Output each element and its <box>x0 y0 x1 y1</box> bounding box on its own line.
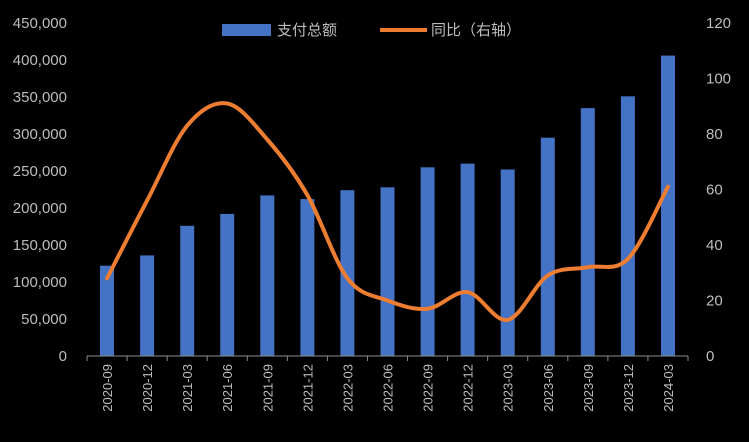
x-tick-label: 2024-03 <box>661 364 676 412</box>
line-point <box>427 308 429 310</box>
y-axis-right: 0 20 40 60 80 100 120 <box>706 15 731 365</box>
x-tick-label: 2021-12 <box>300 364 315 412</box>
line-point <box>346 277 348 279</box>
x-tick-label: 2022-09 <box>421 364 436 412</box>
x-tick-label: 2020-12 <box>140 364 155 412</box>
x-tick-label: 2021-03 <box>180 364 195 412</box>
bar <box>260 195 275 356</box>
legend: 支付总额 同比（右轴） <box>222 21 521 39</box>
bar-series <box>100 55 675 357</box>
bar <box>180 225 195 356</box>
y-right-tick-label: 100 <box>706 71 731 88</box>
bar <box>420 167 435 356</box>
line-point <box>306 194 308 196</box>
y-right-tick-label: 0 <box>706 348 714 365</box>
y-left-tick-label: 0 <box>59 348 67 365</box>
line-point <box>507 319 509 321</box>
x-tick-label: 2023-06 <box>541 364 556 412</box>
legend-label-bar: 支付总额 <box>277 21 337 39</box>
y-left-tick-label: 250,000 <box>13 163 67 180</box>
line-point <box>627 258 629 260</box>
x-tick-label: 2023-09 <box>581 364 596 412</box>
bar <box>460 163 475 356</box>
y-right-tick-label: 80 <box>706 126 723 143</box>
y-right-tick-label: 60 <box>706 182 723 199</box>
y-left-tick-label: 350,000 <box>13 89 67 106</box>
bar <box>380 187 395 356</box>
bar <box>580 108 595 356</box>
y-right-tick-label: 40 <box>706 237 723 254</box>
y-left-tick-label: 450,000 <box>13 15 67 32</box>
line-point <box>226 103 228 104</box>
line-point <box>547 275 549 276</box>
y-left-tick-label: 400,000 <box>13 52 67 69</box>
x-tick-label: 2022-06 <box>381 364 396 412</box>
y-left-tick-label: 100,000 <box>13 274 67 291</box>
line-point <box>587 266 589 268</box>
line-point <box>186 125 188 127</box>
line-point <box>667 186 669 188</box>
bar <box>100 265 114 356</box>
x-tick-label: 2022-03 <box>340 364 355 412</box>
y-right-tick-label: 120 <box>706 15 731 32</box>
x-tick-label: 2023-12 <box>621 364 636 412</box>
bar <box>500 169 515 356</box>
y-right-tick-label: 20 <box>706 293 723 310</box>
y-left-tick-label: 150,000 <box>13 237 67 254</box>
line-series <box>105 101 670 322</box>
bar <box>140 255 155 356</box>
x-axis: 2020-09 2020-12 2021-03 2021-06 2021-09 2021-… <box>86 355 689 412</box>
bar <box>540 137 555 356</box>
y-axis-left: 0 50,000 100,000 150,000 200,000 250,000 300,0… <box>13 15 67 365</box>
x-tick-label: 2022-12 <box>461 364 476 412</box>
bar <box>620 96 635 357</box>
bar <box>340 190 355 356</box>
legend-swatch-bar <box>222 24 271 36</box>
line-point <box>387 300 388 301</box>
x-tick-label: 2023-03 <box>501 364 516 412</box>
x-tick-label: 2021-06 <box>220 364 235 412</box>
line-point <box>467 291 469 293</box>
bar <box>220 213 235 356</box>
legend-label-line: 同比（右轴） <box>431 21 521 39</box>
line-point <box>146 200 148 202</box>
bar <box>661 55 675 356</box>
y-left-tick-label: 50,000 <box>21 311 67 328</box>
line-point <box>266 139 268 140</box>
y-left-tick-label: 200,000 <box>13 200 67 217</box>
bar <box>300 199 315 356</box>
x-tick-label: 2020-09 <box>100 364 115 412</box>
line-point <box>106 277 108 279</box>
y-left-tick-label: 300,000 <box>13 126 67 143</box>
x-tick-label: 2021-09 <box>260 364 275 412</box>
